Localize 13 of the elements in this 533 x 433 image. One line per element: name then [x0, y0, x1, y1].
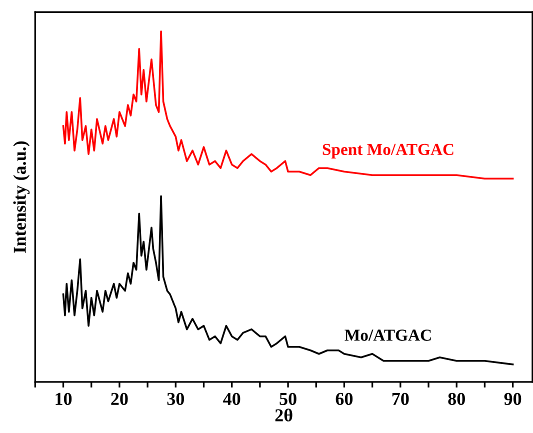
series-label: Mo/ATGAC [344, 330, 431, 341]
x-tick-label: 10 [56, 392, 72, 406]
x-tick-label: 90 [504, 392, 522, 406]
x-tick-label: 70 [392, 392, 409, 406]
x-tick-label: 30 [167, 392, 184, 406]
x-axis-title: 2θ [275, 408, 292, 422]
x-tick-label: 80 [448, 392, 465, 406]
x-tick-label: 60 [336, 392, 353, 406]
y-axis-title: Intensity (a.u.) [13, 141, 30, 253]
x-tick-label: 50 [280, 392, 296, 406]
series-label: Spent Mo/ATGAC [322, 144, 454, 158]
x-tick-label: 20 [111, 392, 128, 406]
x-tick-label: 40 [223, 392, 240, 406]
